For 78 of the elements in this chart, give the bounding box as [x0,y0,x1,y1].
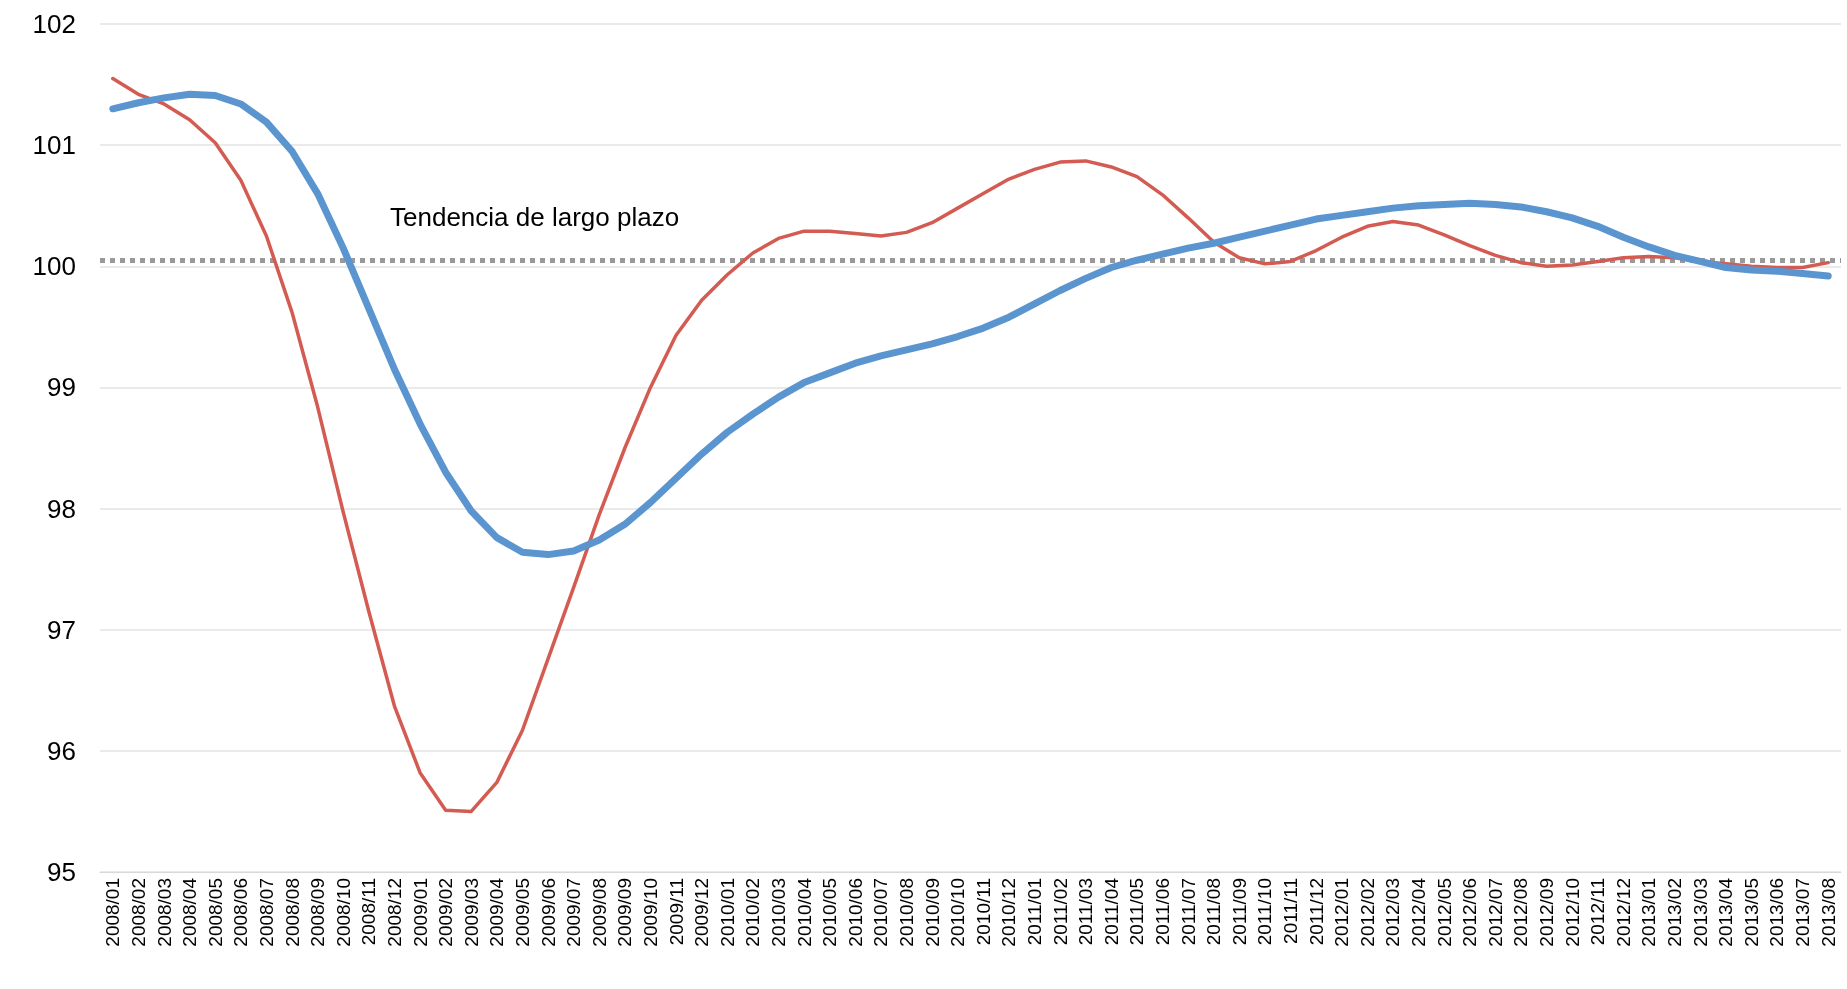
x-tick-label: 2008/02 [127,878,149,947]
y-tick-label: 100 [32,251,76,282]
x-tick-label: 2012/05 [1433,878,1455,947]
x-tick-label: 2008/09 [307,878,329,947]
x-tick-label: 2011/03 [1075,878,1097,946]
x-tick-label: 2013/01 [1638,878,1660,947]
x-tick-label: 2010/05 [819,878,841,947]
x-tick-label: 2011/09 [1228,878,1250,946]
x-tick-label: 2008/04 [179,877,201,947]
y-tick-label: 96 [47,735,76,766]
x-tick-label: 2012/04 [1408,877,1430,947]
line-series [111,76,1830,814]
x-tick-label: 2009/06 [537,878,559,947]
x-tick-label: 2008/07 [255,878,277,947]
x-tick-label: 2013/04 [1715,877,1737,947]
x-tick-label: 2011/08 [1203,878,1225,946]
x-tick-label: 2011/02 [1049,878,1071,946]
x-tick-label: 2009/11 [665,878,687,946]
x-tick-label: 2010/11 [972,878,994,946]
x-tick-label: 2012/06 [1459,878,1481,947]
x-tick-label: 2011/10 [1254,878,1276,946]
x-tick-label: 2009/10 [639,878,661,947]
x-tick-label: 2013/06 [1766,878,1788,947]
x-tick-label: 2010/06 [844,878,866,947]
x-tick-label: 2010/04 [793,877,815,947]
x-tick-label: 2011/12 [1305,878,1327,946]
x-tick-label: 2009/01 [409,878,431,947]
x-tick-label: 2011/07 [1177,878,1199,946]
y-tick-label: 98 [47,493,76,524]
x-tick-label: 2012/08 [1510,878,1532,947]
x-tick-label: 2013/07 [1792,878,1814,947]
x-tick-label: 2009/02 [435,878,457,947]
x-tick-label: 2012/01 [1331,878,1353,947]
x-tick-label: 2010/03 [767,878,789,947]
x-tick-label: 2012/03 [1382,878,1404,947]
x-tick-label: 2011/04 [1100,877,1122,946]
y-tick-label: 102 [32,9,76,39]
ref-line-label: Tendencia de largo plazo [390,202,680,233]
x-tick-label: 2012/12 [1612,878,1634,947]
x-tick-label: 2009/04 [486,877,508,947]
x-tick-label: 2009/03 [460,878,482,947]
y-tick-label: 95 [47,857,76,887]
x-tick-label: 2009/12 [691,878,713,947]
x-tick-label: 2009/09 [614,878,636,947]
x-tick-label: 2010/07 [870,878,892,947]
x-tick-label: 2008/10 [332,878,354,947]
x-tick-label: 2008/08 [281,878,303,947]
y-tick-label: 97 [47,614,76,645]
y-tick-label: 101 [32,130,76,161]
x-tick-label: 2012/02 [1356,878,1378,947]
x-tick-label: 2012/10 [1561,878,1583,947]
x-tick-label: 2010/08 [895,878,917,947]
x-tick-label: 2010/10 [947,878,969,947]
x-tick-label: 2008/06 [230,878,252,947]
x-tick-label: 2010/09 [921,878,943,947]
x-tick-label: 2011/05 [1126,878,1148,946]
x-tick-label: 2009/07 [563,878,585,947]
x-tick-label: 2012/11 [1587,878,1609,946]
x-tick-label: 2010/12 [998,878,1020,947]
x-tick-label: 2010/01 [716,878,738,947]
x-tick-label: 2008/03 [153,878,175,947]
x-tick-label: 2008/01 [102,878,124,947]
x-tick-label: 2011/01 [1024,878,1046,946]
x-tick-label: 2013/08 [1817,878,1839,947]
x-tick-label: 2009/08 [588,878,610,947]
x-tick-label: 2008/12 [383,878,405,947]
x-tick-label: 2012/09 [1536,878,1558,947]
x-tick-label: 2010/02 [742,878,764,947]
x-tick-label: 2013/02 [1664,878,1686,947]
x-tick-label: 2011/06 [1152,878,1174,946]
x-tick-label: 2013/05 [1740,878,1762,947]
x-tick-label: 2008/11 [358,878,380,946]
x-tick-label: 2011/11 [1280,878,1302,944]
x-tick-label: 2009/05 [511,878,533,947]
x-tick-label: 2012/07 [1484,878,1506,947]
y-tick-label: 99 [47,372,76,403]
x-tick-label: 2008/05 [204,878,226,947]
x-tick-label: 2013/03 [1689,878,1711,947]
